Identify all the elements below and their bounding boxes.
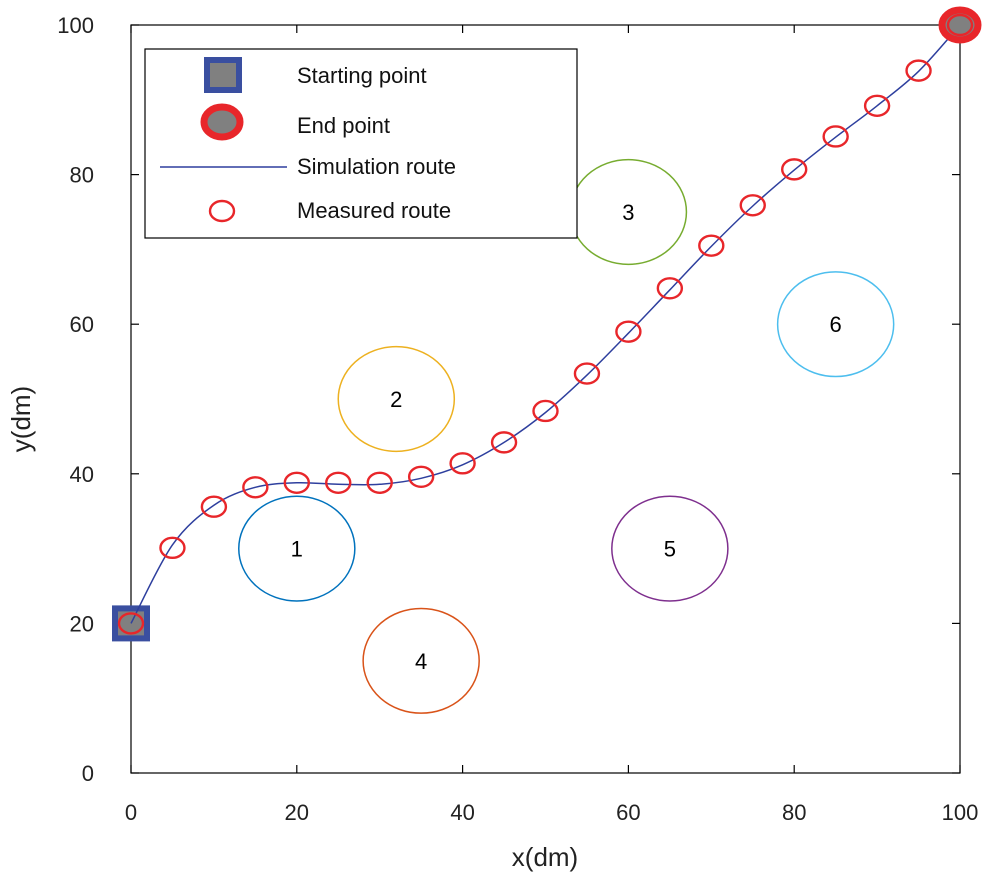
legend-end-marker [200,103,244,141]
obstacle-circle [776,271,895,378]
x-axis-label: x(dm) [512,842,578,872]
obstacle-circle [238,495,356,602]
y-tick-label: 20 [70,611,94,636]
measured-point [366,471,393,494]
measured-point [863,94,891,117]
y-tick-label: 60 [70,312,94,337]
x-tick-label: 40 [450,800,474,825]
measured-point [946,13,974,37]
obstacle-label: 3 [622,200,634,225]
measured-point [449,452,476,475]
legend-simulation-label: Simulation route [297,154,456,179]
obstacle-label: 6 [830,312,842,337]
measured-point [781,158,808,181]
measured-point [283,471,310,494]
measured-point [905,59,932,82]
measured-point [698,234,725,257]
measured-point [739,194,766,217]
x-tick-label: 20 [285,800,309,825]
measured-point [490,431,518,454]
obstacle-label: 2 [390,387,402,412]
legend-start-label: Starting point [297,63,427,88]
obstacle-circle [611,495,729,602]
legend-start-marker [204,57,242,93]
axis-ticks: 0 20 40 60 80 100 0 20 40 60 80 100 [57,13,978,825]
legend-measured-label: Measured route [297,198,451,223]
legend-end-label: End point [297,113,390,138]
measured-point [200,495,228,518]
measured-point [615,320,642,343]
routes [112,6,982,642]
obstacle-circle [362,607,480,714]
plot-area: 0 20 40 60 80 100 0 20 40 60 80 100 1 2 3 4 5 6 [57,6,982,825]
measured-point [325,471,352,494]
y-tick-label: 100 [57,13,94,38]
simulation-route-line [130,24,961,624]
y-tick-label: 40 [70,462,94,487]
y-tick-label: 80 [70,163,94,188]
axes-box [130,24,961,774]
legend: Starting point End point Simulation rout… [144,48,578,239]
x-tick-label: 60 [616,800,640,825]
measured-point [656,277,684,300]
y-tick-label: 0 [82,761,94,786]
measured-point [407,465,435,488]
obstacle-label: 5 [664,537,676,562]
x-tick-label: 80 [782,800,806,825]
measured-point [117,612,145,635]
obstacle-label: 1 [291,537,303,562]
measured-point [822,125,849,148]
measured-point [532,399,559,423]
measured-point [242,476,269,499]
legend-measured-marker [208,199,236,223]
x-tick-label: 100 [942,800,979,825]
measured-point [573,362,601,385]
obstacles: 1 2 3 4 5 6 [238,158,895,714]
y-axis-label: y(dm) [6,386,36,452]
measured-point [159,536,186,560]
obstacle-label: 4 [415,649,427,674]
obstacle-circle [337,345,456,453]
x-tick-label: 0 [125,800,137,825]
